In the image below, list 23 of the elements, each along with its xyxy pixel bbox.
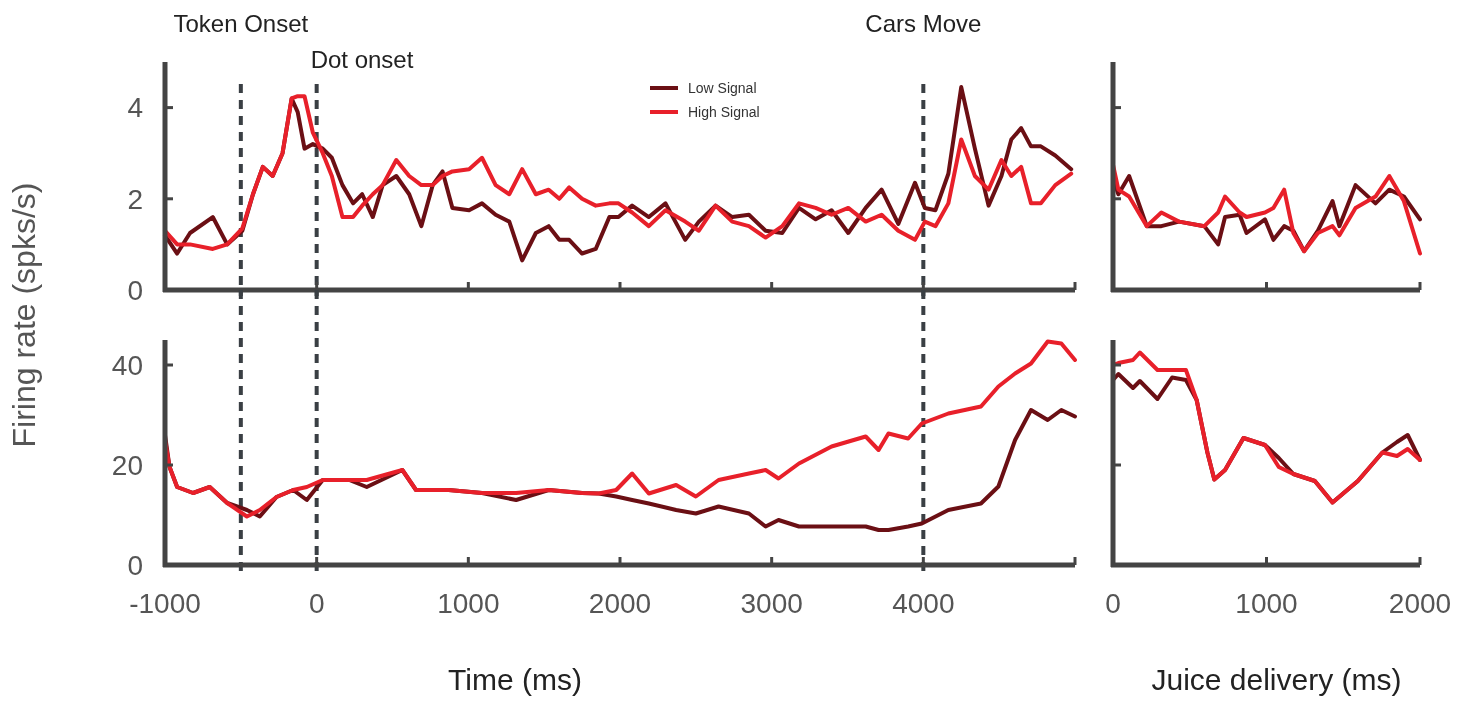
y-axis-title: Firing rate (spks/s)	[6, 182, 42, 448]
x-tick-label: 0	[308, 588, 325, 619]
x-tick-label: 3000	[740, 588, 803, 619]
ref-line-label: Token Onset	[173, 10, 309, 37]
y-tick-label: 0	[127, 274, 143, 306]
legend-label: Low Signal	[688, 79, 757, 96]
x-tick-label: 1000	[437, 588, 500, 619]
y-tick-label: 40	[111, 349, 143, 381]
y-tick-label: 4	[127, 92, 143, 124]
y-tick-label: 0	[127, 549, 143, 581]
legend-label: High Signal	[688, 103, 760, 120]
x-tick-label: 4000	[892, 588, 955, 619]
y-tick-label: 2	[127, 183, 143, 215]
ref-line-label: Cars Move	[865, 10, 982, 37]
x-tick-label: 0	[1105, 588, 1121, 619]
x-tick-label: 2000	[588, 588, 652, 619]
ref-line-label: Dot onset	[310, 46, 414, 73]
x-tick-label: 2000	[1388, 588, 1452, 619]
x-axis-title: Time (ms)	[448, 663, 582, 696]
y-tick-label: 20	[111, 449, 143, 481]
x-tick-label: -1000	[129, 588, 201, 619]
x-axis-title: Juice delivery (ms)	[1151, 663, 1402, 696]
x-tick-label: 1000	[1235, 588, 1298, 619]
